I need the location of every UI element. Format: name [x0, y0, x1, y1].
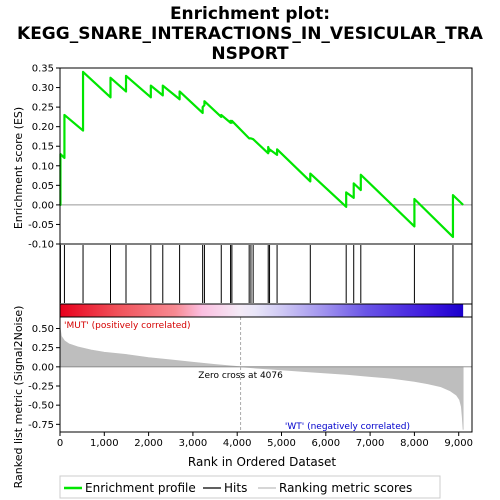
x-tick-label: 6,000	[311, 438, 340, 449]
negative-correlation-label: 'WT' (negatively correlated)	[285, 422, 410, 432]
x-tick-label: 9,000	[444, 438, 473, 449]
metric-y-tick-label: 0.00	[32, 362, 54, 373]
legend-label-hits: Hits	[224, 481, 247, 495]
legend: Enrichment profile Hits Ranking metric s…	[59, 475, 441, 499]
metric-area	[59, 326, 464, 430]
metric-y-tick-label: 0.50	[32, 324, 54, 335]
x-tick-label: 1,000	[90, 438, 119, 449]
es-y-tick-label: 0.30	[32, 83, 54, 94]
es-y-axis-label: Enrichment score (ES)	[12, 107, 25, 229]
es-y-tick-label: 0.35	[32, 64, 54, 75]
metric-y-tick-label: 0.25	[32, 343, 54, 354]
colorbar-gradient	[60, 304, 464, 317]
metric-frame	[59, 316, 473, 433]
x-tick-label: 4,000	[223, 438, 252, 449]
es-profile-line	[59, 70, 464, 239]
legend-box	[59, 475, 441, 499]
es-y-tick-label: 0.20	[32, 122, 54, 133]
es-y-tick-label: 0.00	[32, 200, 54, 211]
x-axis-label: Rank in Ordered Dataset	[188, 455, 336, 469]
metric-y-tick-label: -0.75	[28, 420, 54, 431]
es-y-tick-label: 0.15	[32, 142, 54, 153]
es-y-tick-label: 0.25	[32, 103, 54, 114]
x-tick-label: 8,000	[400, 438, 429, 449]
x-tick-label: 5,000	[267, 438, 296, 449]
title-line-1: Enrichment plot:	[170, 4, 330, 24]
x-tick-label: 7,000	[356, 438, 385, 449]
x-tick-label: 3,000	[179, 438, 208, 449]
metric-y-tick-label: -0.50	[28, 401, 54, 412]
legend-label-profile: Enrichment profile	[85, 481, 196, 495]
es-y-tick-label: -0.10	[28, 240, 54, 251]
metric-panel: Zero cross at 4076 'MUT' (positively corr…	[28, 316, 473, 449]
es-plot-area	[60, 68, 472, 244]
legend-label-metric: Ranking metric scores	[279, 481, 412, 495]
es-y-tick-label: 0.05	[32, 181, 54, 192]
title-line-3: NSPORT	[211, 44, 289, 64]
es-y-tick-label: -0.05	[28, 220, 54, 231]
metric-y-tick-label: -0.25	[28, 382, 54, 393]
hits-panel	[59, 243, 473, 305]
metric-y-axis-label: Ranked list metric (Signal2Noise)	[12, 306, 25, 489]
rank-colorbar	[59, 303, 473, 318]
x-tick-label: 0	[57, 438, 63, 449]
zero-cross-label: Zero cross at 4076	[198, 371, 283, 381]
es-y-tick-label: 0.10	[32, 161, 54, 172]
es-panel: -0.10 -0.05 0.00 0.05 0.10 0.15 0.20 0.25 0.30 0.…	[28, 64, 473, 251]
x-tick-label: 2,000	[134, 438, 163, 449]
hits-area	[60, 244, 472, 304]
positive-correlation-label: 'MUT' (positively correlated)	[64, 321, 191, 331]
title-line-2: KEGG_SNARE_INTERACTIONS_IN_VESICULAR_TRA	[17, 24, 484, 44]
